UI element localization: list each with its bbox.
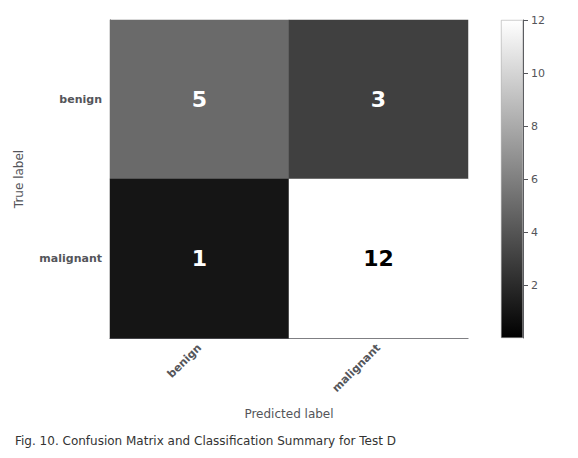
svg-text:10: 10 [531,67,545,80]
svg-text:6: 6 [531,173,538,186]
svg-text:malignant: malignant [330,341,383,394]
svg-text:2: 2 [531,279,538,292]
svg-text:benign: benign [59,93,102,106]
svg-text:3: 3 [371,87,386,112]
svg-text:Predicted label: Predicted label [244,407,333,421]
svg-text:malignant: malignant [39,252,102,265]
svg-text:12: 12 [531,14,545,27]
svg-text:12: 12 [363,246,394,271]
svg-text:Fig. 10. Confusion Matrix and: Fig. 10. Confusion Matrix and Classifica… [15,434,396,448]
svg-text:4: 4 [531,226,538,239]
svg-text:5: 5 [192,87,207,112]
svg-text:8: 8 [531,120,538,133]
svg-text:benign: benign [165,341,204,380]
svg-text:True label: True label [12,150,26,209]
svg-text:1: 1 [192,246,207,271]
